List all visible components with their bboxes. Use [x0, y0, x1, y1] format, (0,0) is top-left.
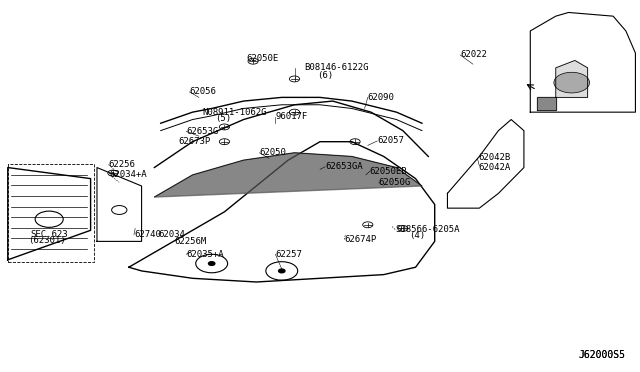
- Text: 62673P: 62673P: [179, 137, 211, 146]
- Text: 96017F: 96017F: [275, 112, 308, 121]
- Text: SEC.623: SEC.623: [30, 230, 68, 239]
- Text: 62050: 62050: [259, 148, 286, 157]
- Text: 62090: 62090: [368, 93, 395, 102]
- Text: (5): (5): [215, 114, 231, 123]
- Text: 62035+A: 62035+A: [186, 250, 224, 259]
- Text: 62022: 62022: [460, 51, 487, 60]
- Text: 62256M: 62256M: [175, 237, 207, 246]
- Text: 62740: 62740: [134, 230, 161, 239]
- Text: 62674P: 62674P: [344, 235, 376, 244]
- Text: 62042A: 62042A: [478, 163, 510, 172]
- Text: 62034+A: 62034+A: [109, 170, 147, 179]
- Text: J62000S5: J62000S5: [578, 350, 625, 360]
- Polygon shape: [537, 97, 556, 110]
- Text: B08146-6122G: B08146-6122G: [304, 63, 369, 72]
- Text: 62042B: 62042B: [478, 153, 510, 162]
- Polygon shape: [154, 153, 422, 197]
- Text: J62000S5: J62000S5: [578, 350, 625, 360]
- Text: 62057: 62057: [378, 137, 404, 145]
- Text: (4): (4): [409, 231, 426, 240]
- Text: 62256: 62256: [108, 160, 135, 169]
- Polygon shape: [556, 61, 588, 97]
- Text: 62034: 62034: [159, 230, 186, 239]
- Circle shape: [209, 262, 215, 265]
- Text: N08911-1062G: N08911-1062G: [202, 108, 267, 117]
- Text: 62653GA: 62653GA: [325, 162, 363, 171]
- Bar: [8, 164, 94, 262]
- Text: 62050E: 62050E: [246, 54, 279, 63]
- Text: 62050EB: 62050EB: [370, 167, 407, 176]
- Text: 62257: 62257: [275, 250, 302, 259]
- Text: 62653G: 62653G: [186, 127, 218, 136]
- Circle shape: [278, 269, 285, 273]
- Text: (6): (6): [317, 71, 333, 80]
- Text: 62050G: 62050G: [379, 178, 411, 187]
- Text: 62056: 62056: [189, 87, 216, 96]
- Circle shape: [554, 72, 589, 93]
- Text: S08566-6205A: S08566-6205A: [395, 225, 460, 234]
- Text: (62301): (62301): [28, 236, 66, 245]
